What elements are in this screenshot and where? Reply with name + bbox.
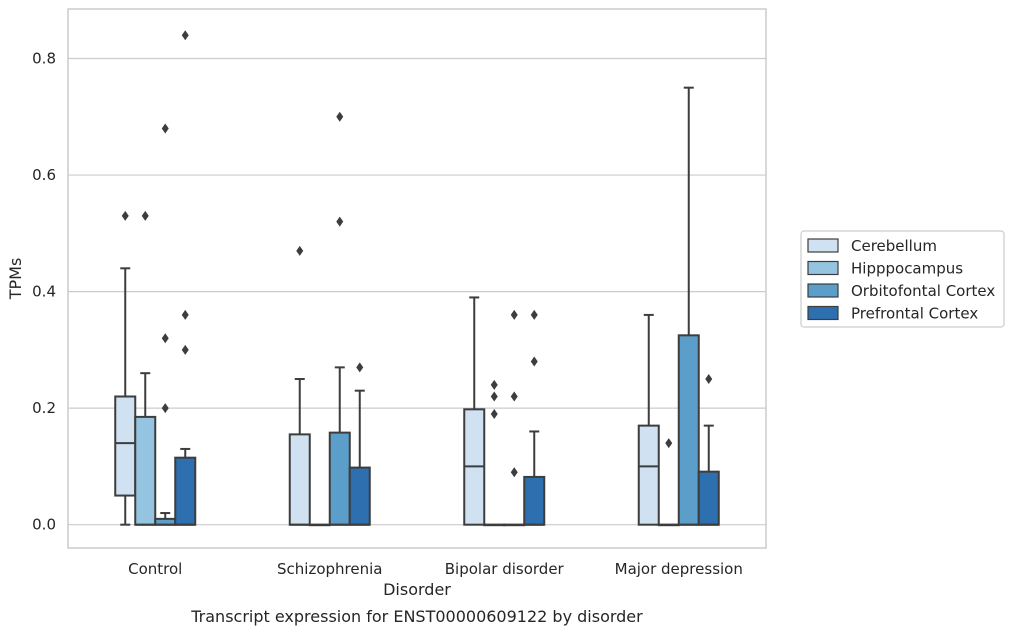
outlier-point <box>510 467 518 478</box>
outlier-point <box>181 344 189 355</box>
outlier-point <box>490 391 498 402</box>
box-2-0 <box>463 296 486 526</box>
outlier-point <box>705 374 713 385</box>
outlier-point <box>510 309 518 320</box>
box-rect <box>637 424 660 526</box>
legend-swatch <box>807 260 839 276</box>
legend-swatch <box>807 305 839 321</box>
outlier-point <box>121 210 129 221</box>
x-tick-label: Control <box>128 560 182 578</box>
box-rect <box>288 433 311 526</box>
box-0-3 <box>174 30 197 526</box>
plot-area-frame <box>67 8 767 549</box>
outlier-point <box>490 408 498 419</box>
outlier-point <box>336 111 344 122</box>
box-2-3 <box>523 309 546 526</box>
y-tick-label: 0.2 <box>32 399 56 417</box>
legend-frame <box>800 230 1005 328</box>
x-axis-label: Disorder <box>383 580 451 599</box>
legend-swatch <box>807 283 839 298</box>
box-rect <box>697 470 720 526</box>
outlier-point <box>161 123 169 134</box>
y-tick-label: 0.8 <box>32 50 56 68</box>
legend: Cerebellum Hipppocampus Orbitofontal Corte… <box>800 230 1005 328</box>
box-3-2 <box>677 86 700 526</box>
box-0-0 <box>114 210 137 526</box>
box-rect <box>328 431 351 526</box>
outlier-point <box>530 356 538 367</box>
outlier-point <box>356 362 364 373</box>
legend-swatch <box>807 238 839 253</box>
outlier-point <box>141 210 149 221</box>
box-rect <box>348 466 371 526</box>
y-tick-label: 0.0 <box>32 516 56 534</box>
legend-label: Hipppocampus <box>851 260 963 278</box>
box-rect <box>677 334 700 526</box>
box-rect <box>114 395 137 497</box>
box-2-2 <box>503 309 526 527</box>
box-3-3 <box>697 374 720 526</box>
box-0-2 <box>154 123 177 526</box>
legend-label: Orbitofontal Cortex <box>851 282 995 300</box>
outlier-point <box>510 391 518 402</box>
outlier-point <box>530 309 538 320</box>
y-axis-label: TPMs <box>6 258 25 301</box>
box-1-0 <box>288 245 311 526</box>
x-tick-label: Schizophrenia <box>277 560 382 578</box>
outlier-point <box>181 309 189 320</box>
outlier-point <box>181 30 189 41</box>
x-axis-ticks: Control Schizophrenia Bipolar disorder Majo… <box>128 560 743 578</box>
figure-caption: Transcript expression for ENST0000060912… <box>190 607 643 626</box>
outlier-point <box>161 333 169 344</box>
box-1-2 <box>328 111 351 526</box>
x-tick-label: Major depression <box>615 560 743 578</box>
outlier-point <box>296 245 304 256</box>
box-rect <box>523 475 546 526</box>
y-tick-label: 0.6 <box>32 166 56 184</box>
box-rect <box>134 415 157 526</box>
outlier-point <box>336 216 344 227</box>
legend-label: Cerebellum <box>851 237 937 255</box>
box-0-1 <box>134 210 157 526</box>
y-axis-ticks: 0.0 0.2 0.4 0.6 0.8 <box>32 50 56 534</box>
outlier-point <box>665 438 673 449</box>
box-1-3 <box>348 362 371 526</box>
gridlines <box>68 57 766 526</box>
outlier-point <box>490 379 498 390</box>
x-tick-label: Bipolar disorder <box>445 560 565 578</box>
legend-label: Prefrontal Cortex <box>851 305 978 323</box>
plot-boxes <box>114 30 720 527</box>
box-rect <box>174 456 197 526</box>
y-tick-label: 0.4 <box>32 283 56 301</box>
outlier-point <box>161 403 169 414</box>
box-3-1 <box>657 438 680 527</box>
box-1-1 <box>308 523 331 527</box>
box-3-0 <box>637 313 660 526</box>
box-2-1 <box>483 379 506 527</box>
